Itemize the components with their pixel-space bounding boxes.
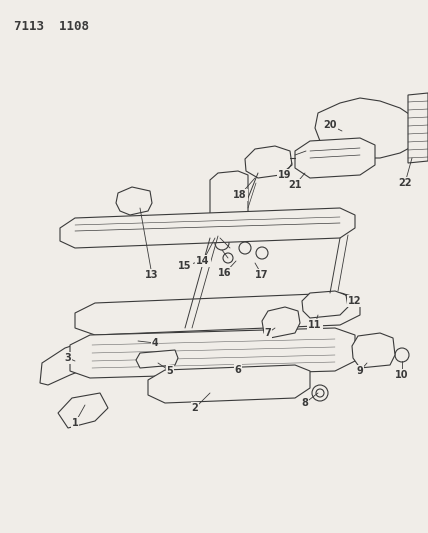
Circle shape — [365, 341, 383, 359]
Text: 14: 14 — [196, 256, 210, 266]
Circle shape — [215, 236, 229, 250]
Text: 19: 19 — [278, 170, 292, 180]
Text: 4: 4 — [152, 338, 158, 348]
Circle shape — [337, 110, 373, 146]
Circle shape — [118, 336, 132, 350]
Polygon shape — [245, 146, 292, 178]
Circle shape — [226, 349, 244, 367]
Polygon shape — [40, 338, 120, 385]
Circle shape — [317, 153, 333, 169]
Circle shape — [312, 385, 328, 401]
Polygon shape — [116, 187, 152, 215]
Text: 1: 1 — [71, 418, 78, 428]
Text: 13: 13 — [145, 270, 159, 280]
Circle shape — [395, 348, 409, 362]
Text: 9: 9 — [357, 366, 363, 376]
Polygon shape — [315, 98, 418, 158]
Text: 17: 17 — [255, 270, 269, 280]
Polygon shape — [210, 171, 248, 238]
Polygon shape — [60, 208, 355, 248]
Text: 2: 2 — [192, 403, 198, 413]
Polygon shape — [75, 293, 360, 335]
Circle shape — [126, 192, 142, 208]
Polygon shape — [148, 365, 310, 403]
Text: 5: 5 — [166, 366, 173, 376]
Circle shape — [375, 116, 405, 146]
Polygon shape — [136, 350, 178, 368]
Circle shape — [339, 154, 351, 166]
Polygon shape — [58, 393, 108, 428]
Text: 7: 7 — [265, 328, 271, 338]
Text: 16: 16 — [218, 268, 232, 278]
Circle shape — [230, 353, 240, 363]
Polygon shape — [262, 307, 300, 338]
Text: 3: 3 — [65, 353, 71, 363]
Text: 18: 18 — [233, 190, 247, 200]
Circle shape — [345, 118, 365, 138]
Text: 11: 11 — [308, 320, 322, 330]
Text: 20: 20 — [323, 120, 337, 130]
Text: 10: 10 — [395, 370, 409, 380]
Polygon shape — [108, 328, 148, 361]
Polygon shape — [352, 333, 395, 368]
Text: 7113  1108: 7113 1108 — [14, 20, 89, 33]
Polygon shape — [70, 328, 355, 378]
Text: 22: 22 — [398, 178, 412, 188]
Circle shape — [223, 253, 233, 263]
Text: 21: 21 — [288, 180, 302, 190]
Text: 6: 6 — [235, 365, 241, 375]
Circle shape — [256, 247, 268, 259]
Circle shape — [316, 389, 324, 397]
Text: 15: 15 — [178, 261, 192, 271]
Text: 8: 8 — [302, 398, 309, 408]
Polygon shape — [302, 291, 348, 318]
Polygon shape — [408, 93, 428, 163]
Text: 12: 12 — [348, 296, 362, 306]
Polygon shape — [295, 138, 375, 178]
Circle shape — [261, 154, 275, 168]
Circle shape — [275, 316, 289, 330]
Circle shape — [239, 242, 251, 254]
Circle shape — [382, 123, 398, 139]
